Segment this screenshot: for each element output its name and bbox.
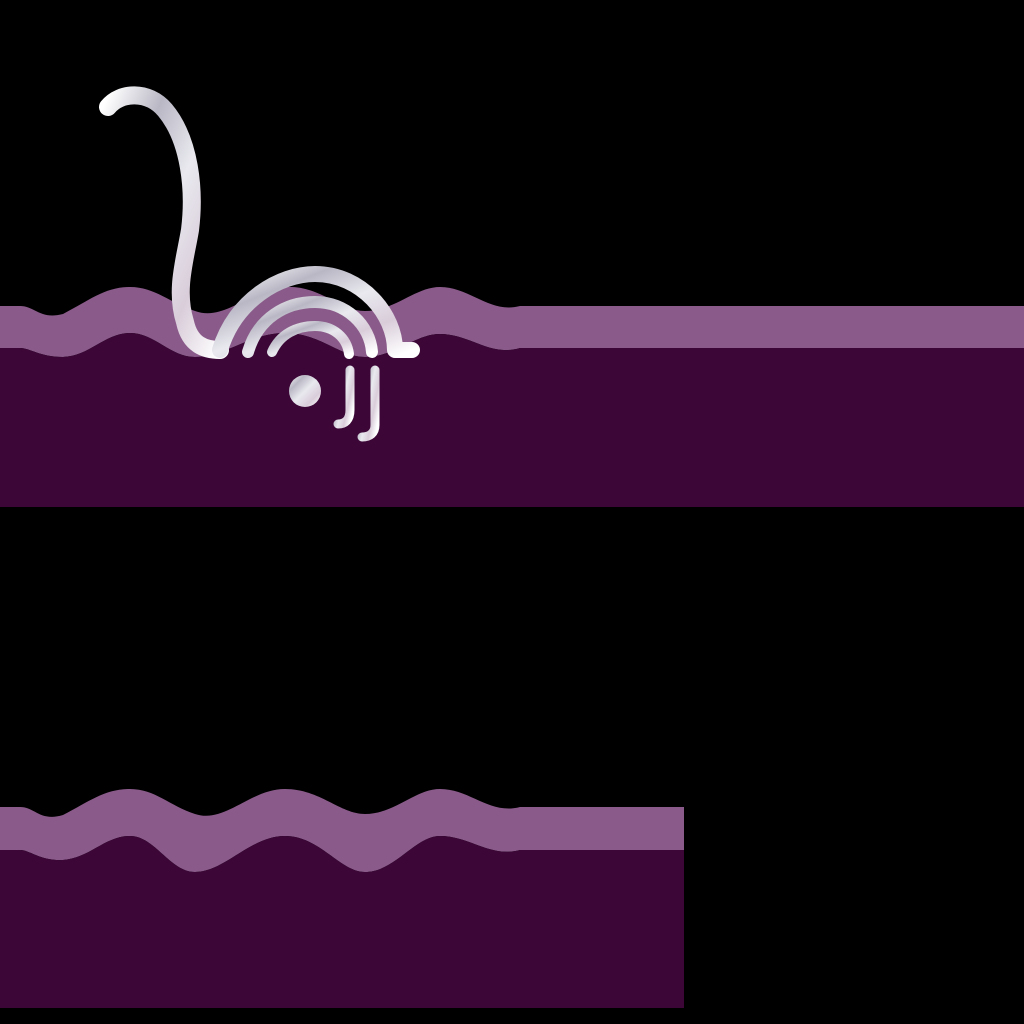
serpent-neck: [99, 86, 229, 359]
upper-water-body: [0, 333, 1024, 507]
lower-water-band: [0, 789, 684, 1008]
serpent-leg-back: [357, 365, 380, 442]
serpent-leg-front: [333, 365, 355, 429]
upper-water-band: [0, 286, 1024, 507]
serpent-shell-core: [267, 320, 354, 359]
lower-water-body: [0, 836, 684, 1008]
serpent-shell-inner: [242, 295, 378, 358]
serpent-eye: [289, 375, 321, 407]
sea-serpent-icon: [99, 86, 420, 442]
serpent-shell-outer: [212, 266, 420, 358]
lower-wave-crest: [0, 789, 684, 872]
